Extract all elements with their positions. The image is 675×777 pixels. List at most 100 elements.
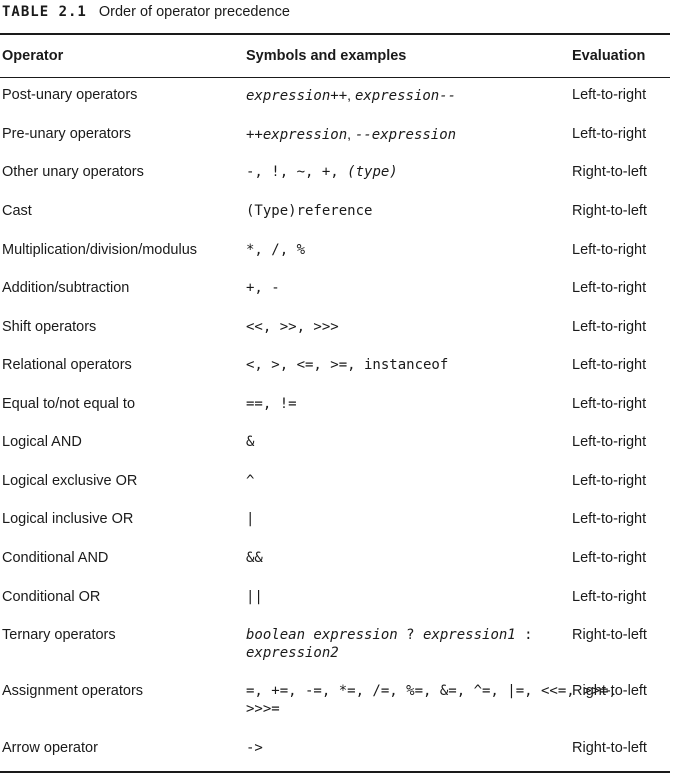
symbol-text: *, /, % xyxy=(246,242,306,258)
symbols-cell: =, +=, -=, *=, /=, %=, &=, ^=, |=, <<=, … xyxy=(246,682,617,718)
symbol-text: boolean expression xyxy=(246,627,398,643)
symbols-line: & xyxy=(246,433,254,451)
symbols-cell: expression++, expression-- xyxy=(246,86,456,105)
symbols-cell: & xyxy=(246,433,254,451)
symbols-cell: <<, >>, >>> xyxy=(246,318,339,336)
symbol-text: ? xyxy=(397,627,424,643)
operator-cell: Relational operators xyxy=(2,357,132,373)
symbol-text: , xyxy=(347,126,355,142)
symbols-line: | xyxy=(246,510,254,528)
operator-cell: Shift operators xyxy=(2,319,97,335)
operator-cell: Equal to/not equal to xyxy=(2,396,136,412)
symbols-cell: | xyxy=(246,510,254,528)
symbols-line: && xyxy=(246,549,263,567)
evaluation-cell: Right-to-left xyxy=(572,164,647,180)
operator-cell: Assignment operators xyxy=(2,683,144,699)
evaluation-cell: Left-to-right xyxy=(572,589,647,605)
symbols-line: =, +=, -=, *=, /=, %=, &=, ^=, |=, <<=, … xyxy=(246,682,617,700)
header-symbols: Symbols and examples xyxy=(246,48,407,64)
evaluation-cell: Right-to-left xyxy=(572,740,647,756)
symbol-text: --expression xyxy=(354,127,457,143)
symbols-line: expression2 xyxy=(246,644,533,662)
symbols-line: || xyxy=(246,588,263,606)
operator-cell: Logical inclusive OR xyxy=(2,511,134,527)
symbol-text: >>>= xyxy=(246,701,280,717)
header-evaluation: Evaluation xyxy=(572,48,646,64)
symbols-cell: ++expression, --expression xyxy=(246,125,456,144)
symbols-cell: || xyxy=(246,588,263,606)
symbols-line: <, >, <=, >=, instanceof xyxy=(246,356,448,374)
symbol-text: || xyxy=(246,589,263,605)
symbols-cell: -> xyxy=(246,739,263,757)
symbol-text: <, >, <=, >=, instanceof xyxy=(246,357,449,373)
evaluation-cell: Left-to-right xyxy=(572,280,647,296)
symbol-text: -> xyxy=(246,740,263,756)
symbol-text: ^ xyxy=(246,473,255,489)
symbol-text: & xyxy=(246,434,255,450)
symbol-text: <<, >>, >>> xyxy=(246,319,339,335)
table-label: TABLE 2.1 xyxy=(2,4,87,20)
symbols-line: boolean expression ? expression1 : xyxy=(246,626,533,644)
operator-cell: Other unary operators xyxy=(2,164,144,180)
evaluation-cell: Left-to-right xyxy=(572,357,647,373)
symbols-line: +, - xyxy=(246,279,280,297)
evaluation-cell: Left-to-right xyxy=(572,87,647,103)
symbols-cell: (Type)reference xyxy=(246,202,372,220)
symbol-text: (Type)reference xyxy=(246,203,373,219)
evaluation-cell: Left-to-right xyxy=(572,396,647,412)
operator-cell: Conditional AND xyxy=(2,550,109,566)
operator-cell: Pre-unary operators xyxy=(2,126,131,142)
symbol-text: | xyxy=(246,511,255,527)
symbols-line: ++expression, --expression xyxy=(246,125,456,144)
evaluation-cell: Left-to-right xyxy=(572,319,647,335)
table-top-rule xyxy=(0,33,670,35)
operator-cell: Logical exclusive OR xyxy=(2,473,138,489)
operator-cell: Cast xyxy=(2,203,32,219)
symbols-cell: && xyxy=(246,549,263,567)
symbols-cell: ^ xyxy=(246,472,254,490)
symbols-cell: *, /, % xyxy=(246,241,305,259)
symbols-cell: ==, != xyxy=(246,395,297,413)
symbols-cell: boolean expression ? expression1 : expres… xyxy=(246,626,533,662)
operator-cell: Addition/subtraction xyxy=(2,280,130,296)
evaluation-cell: Left-to-right xyxy=(572,434,647,450)
operator-cell: Conditional OR xyxy=(2,589,101,605)
symbols-line: *, /, % xyxy=(246,241,305,259)
symbol-text: expression++ xyxy=(246,88,348,104)
header-operator: Operator xyxy=(2,48,64,64)
symbol-text: expression2 xyxy=(246,645,339,661)
symbols-cell: -, !, ~, +, (type) xyxy=(246,163,398,181)
symbol-text: (type) xyxy=(347,164,398,180)
symbols-cell: <, >, <=, >=, instanceof xyxy=(246,356,448,374)
operator-cell: Arrow operator xyxy=(2,740,98,756)
symbol-text: ==, != xyxy=(246,396,297,412)
operator-cell: Logical AND xyxy=(2,434,82,450)
symbol-text: , xyxy=(347,87,355,103)
table-title: Order of operator precedence xyxy=(98,4,290,20)
symbols-line: >>>= xyxy=(246,700,617,718)
evaluation-cell: Right-to-left xyxy=(572,683,647,699)
evaluation-cell: Right-to-left xyxy=(572,203,647,219)
evaluation-cell: Left-to-right xyxy=(572,242,647,258)
symbol-text: && xyxy=(246,550,263,566)
symbol-text: expression1 xyxy=(423,627,516,643)
operator-cell: Ternary operators xyxy=(2,627,116,643)
symbol-text: +, - xyxy=(246,280,280,296)
symbols-line: expression++, expression-- xyxy=(246,86,456,105)
operator-cell: Post-unary operators xyxy=(2,87,138,103)
symbol-text: : xyxy=(515,627,533,643)
symbols-line: (Type)reference xyxy=(246,202,372,220)
evaluation-cell: Left-to-right xyxy=(572,511,647,527)
symbols-line: -> xyxy=(246,739,263,757)
table-header-rule xyxy=(0,77,670,78)
evaluation-cell: Left-to-right xyxy=(572,126,647,142)
table-header-row: Operator Symbols and examples Evaluation xyxy=(0,35,670,77)
symbol-text: -, !, ~, +, xyxy=(246,164,348,180)
symbol-text: =, +=, -=, *=, /=, %=, &=, ^=, |=, <<=, … xyxy=(246,683,617,699)
symbol-text: expression-- xyxy=(354,88,457,104)
symbols-line: ^ xyxy=(246,472,254,490)
evaluation-cell: Left-to-right xyxy=(572,550,647,566)
table-bottom-rule xyxy=(0,771,670,773)
evaluation-cell: Right-to-left xyxy=(572,627,647,643)
